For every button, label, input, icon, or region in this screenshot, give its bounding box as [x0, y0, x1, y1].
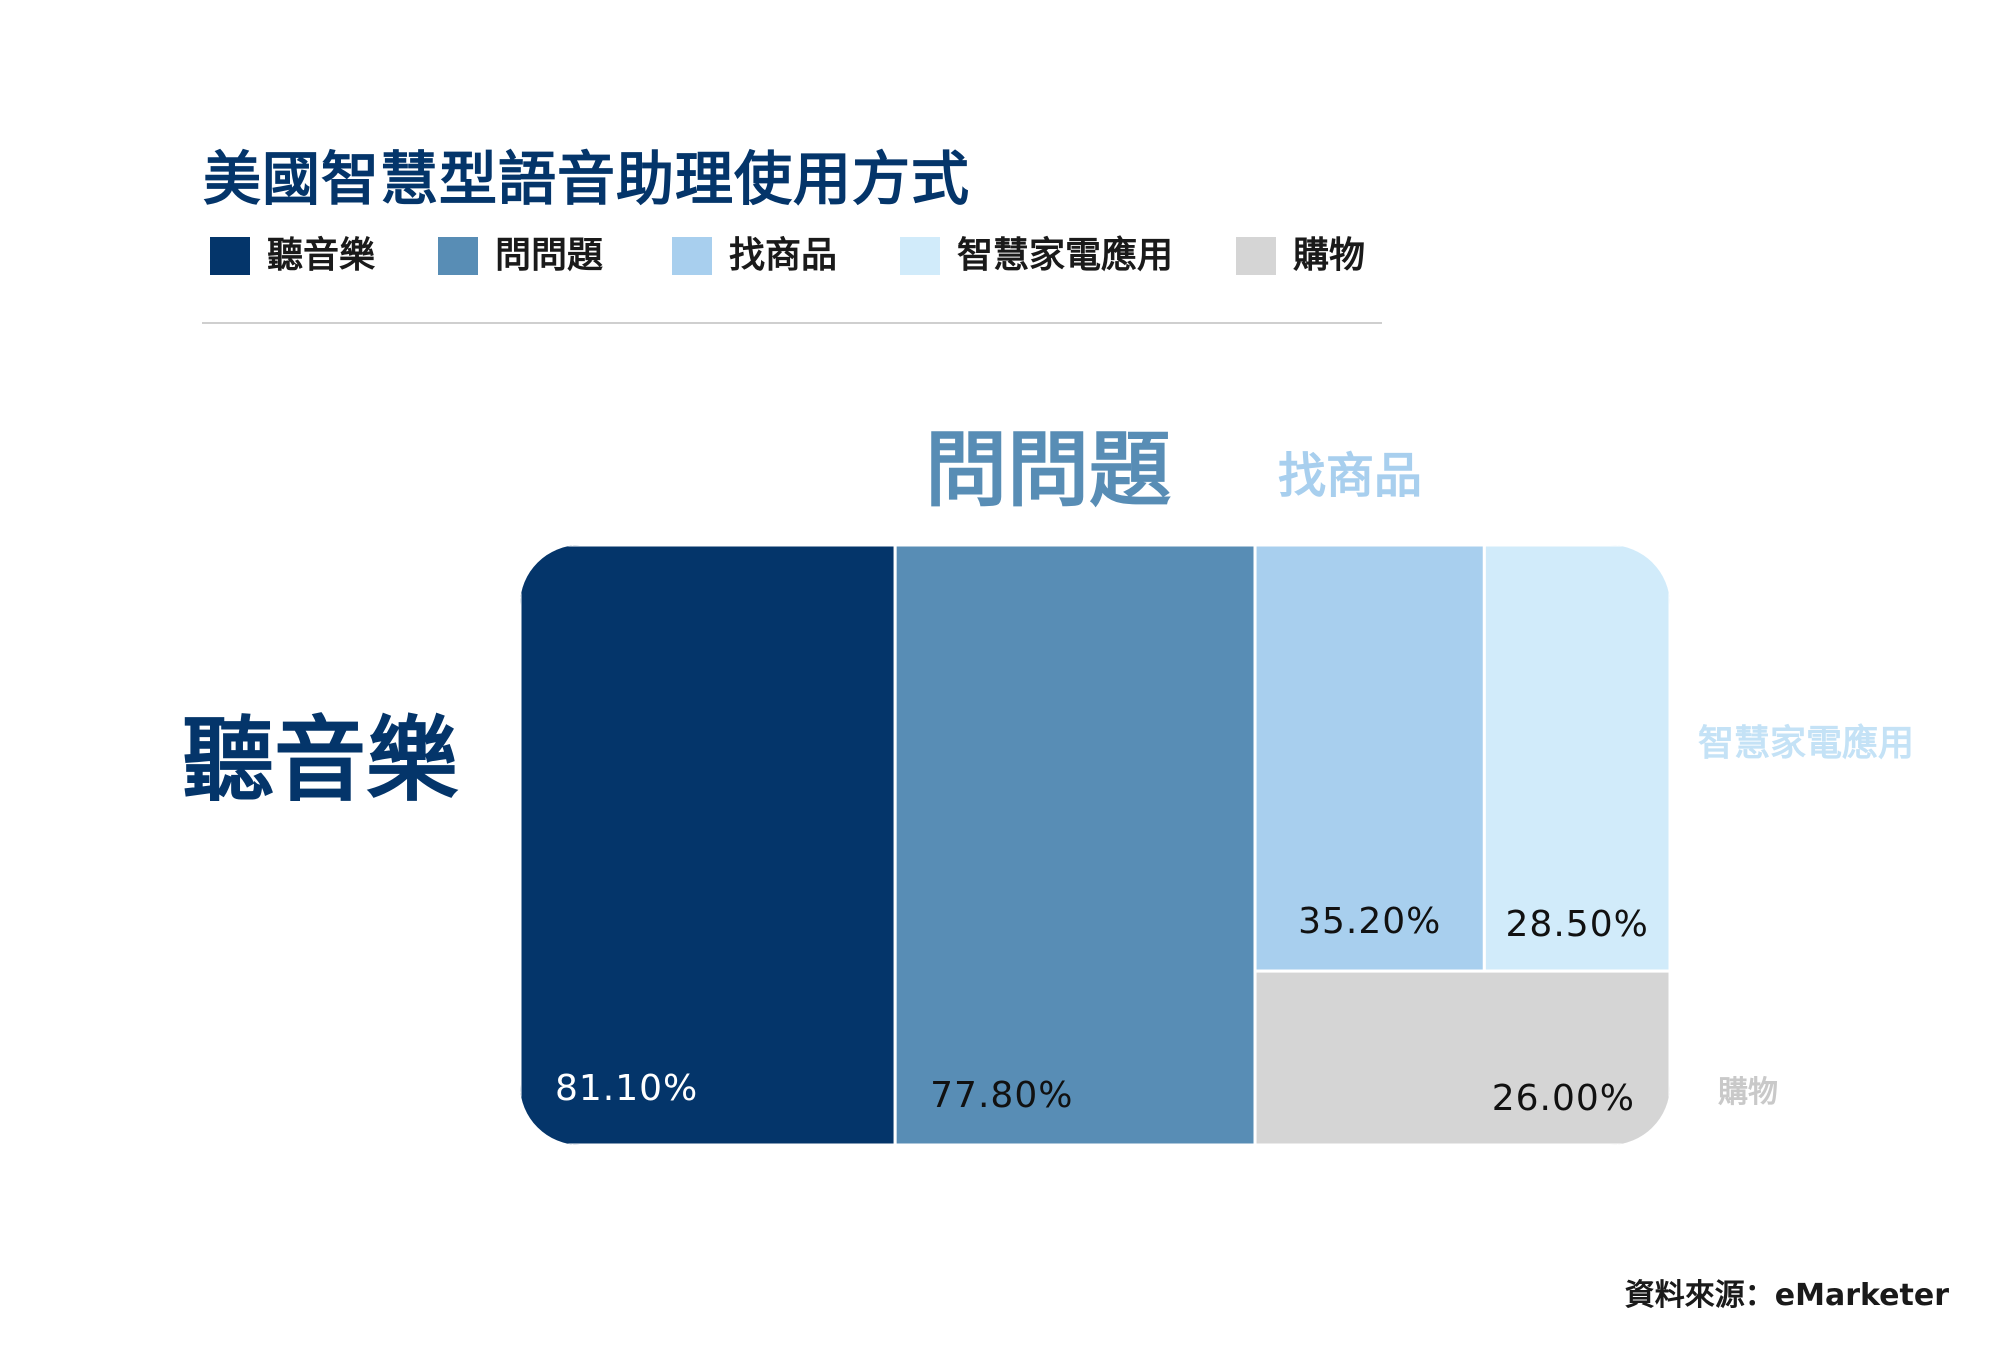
chart-title: 美國智慧型語音助理使用方式 — [203, 145, 971, 213]
value-label-shopping: 26.00% — [1492, 1078, 1635, 1119]
source-note: 資料來源：eMarketer — [1624, 1278, 1949, 1313]
value-label-smart-home: 28.50% — [1506, 904, 1649, 945]
legend-swatch-find-products — [672, 237, 712, 275]
legend-swatch-smart-home — [900, 237, 940, 275]
legend-swatch-questions — [438, 237, 478, 275]
callout-music: 聽音樂 — [182, 707, 459, 814]
callout-shopping: 購物 — [1718, 1075, 1778, 1110]
legend-swatch-music — [210, 237, 250, 275]
callout-questions: 問問題 — [925, 423, 1171, 518]
legend-label-find-products: 找商品 — [729, 235, 838, 276]
legend-label-shopping: 購物 — [1293, 235, 1366, 276]
legend-label-questions: 問問題 — [495, 235, 604, 276]
legend-swatch-shopping — [1236, 237, 1276, 275]
value-label-questions: 77.80% — [930, 1075, 1073, 1116]
cell-smart-home — [1482, 545, 1670, 973]
treemap-cells — [520, 545, 1670, 1145]
cell-music — [520, 545, 897, 1145]
legend-label-music: 聽音樂 — [267, 235, 376, 276]
callout-smart-home: 智慧家電應用 — [1698, 722, 1914, 764]
value-label-find-products: 35.20% — [1298, 901, 1441, 942]
callout-find-products: 找商品 — [1278, 448, 1422, 504]
legend-label-smart-home: 智慧家電應用 — [957, 235, 1174, 276]
cell-shopping — [1253, 969, 1670, 1145]
legend-divider — [202, 322, 1382, 324]
cell-find-products — [1253, 545, 1486, 973]
cell-questions — [893, 545, 1257, 1145]
value-label-music: 81.10% — [555, 1068, 698, 1109]
